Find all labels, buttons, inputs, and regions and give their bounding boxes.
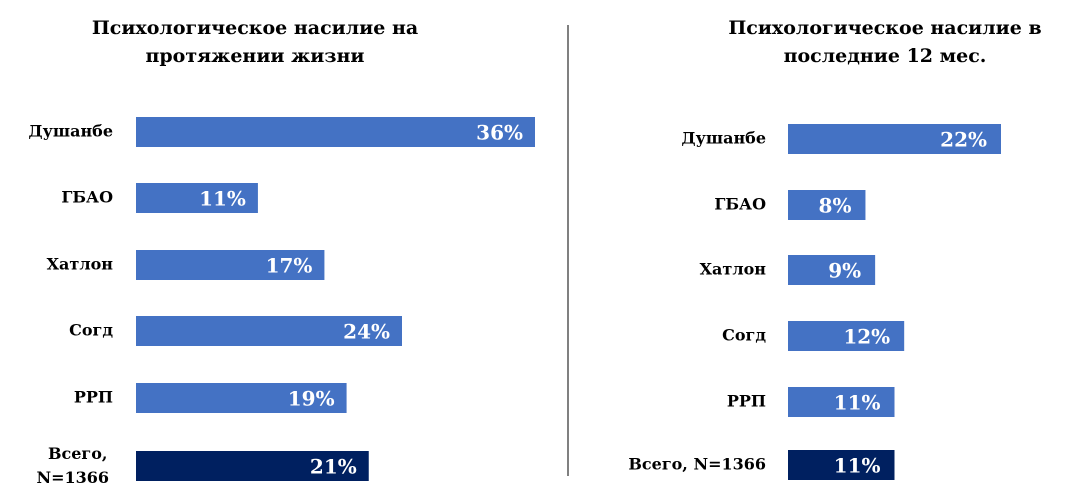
bar: [788, 255, 876, 285]
category-label: Всего, N=1366: [36, 444, 113, 487]
category-label: РРП: [727, 392, 766, 411]
category-label: Хатлон: [700, 260, 767, 279]
bar: [136, 451, 369, 481]
bar: [788, 387, 895, 417]
category-label: Всего, N=1366: [628, 455, 766, 474]
bar: [788, 190, 866, 220]
bar: [136, 183, 258, 213]
value-label: 17%: [266, 254, 313, 278]
bar: [136, 316, 402, 346]
category-label: Душанбе: [681, 129, 766, 148]
bar: [136, 250, 325, 280]
category-label: Согд: [722, 326, 766, 345]
value-label: 22%: [940, 128, 987, 152]
bar: [136, 117, 535, 147]
category-label: ГБАО: [61, 188, 113, 207]
value-label: 11%: [834, 391, 881, 415]
value-label: 19%: [288, 387, 335, 411]
category-label-line: N=1366: [36, 468, 109, 487]
category-label: ГБАО: [714, 195, 766, 214]
value-label: 11%: [834, 454, 881, 478]
value-label: 11%: [199, 187, 246, 211]
category-label: Согд: [69, 321, 113, 340]
bar: [788, 124, 1001, 154]
chart-title: Психологическое насилие на протяжении жи…: [91, 17, 419, 67]
value-label: 24%: [343, 320, 390, 344]
category-label: Хатлон: [47, 255, 114, 274]
category-label-line: Всего,: [48, 444, 113, 463]
bar: [788, 321, 905, 351]
value-label: 9%: [828, 259, 861, 283]
value-label: 12%: [843, 325, 890, 349]
bar: [788, 450, 895, 480]
category-label: РРП: [74, 388, 113, 407]
value-label: 21%: [310, 455, 357, 479]
bar: [136, 383, 347, 413]
chart-title: Психологическое насилие в последние 12 м…: [728, 17, 1042, 67]
value-label: 8%: [819, 194, 852, 218]
value-label: 36%: [476, 121, 523, 145]
category-label: Душанбе: [28, 122, 113, 141]
